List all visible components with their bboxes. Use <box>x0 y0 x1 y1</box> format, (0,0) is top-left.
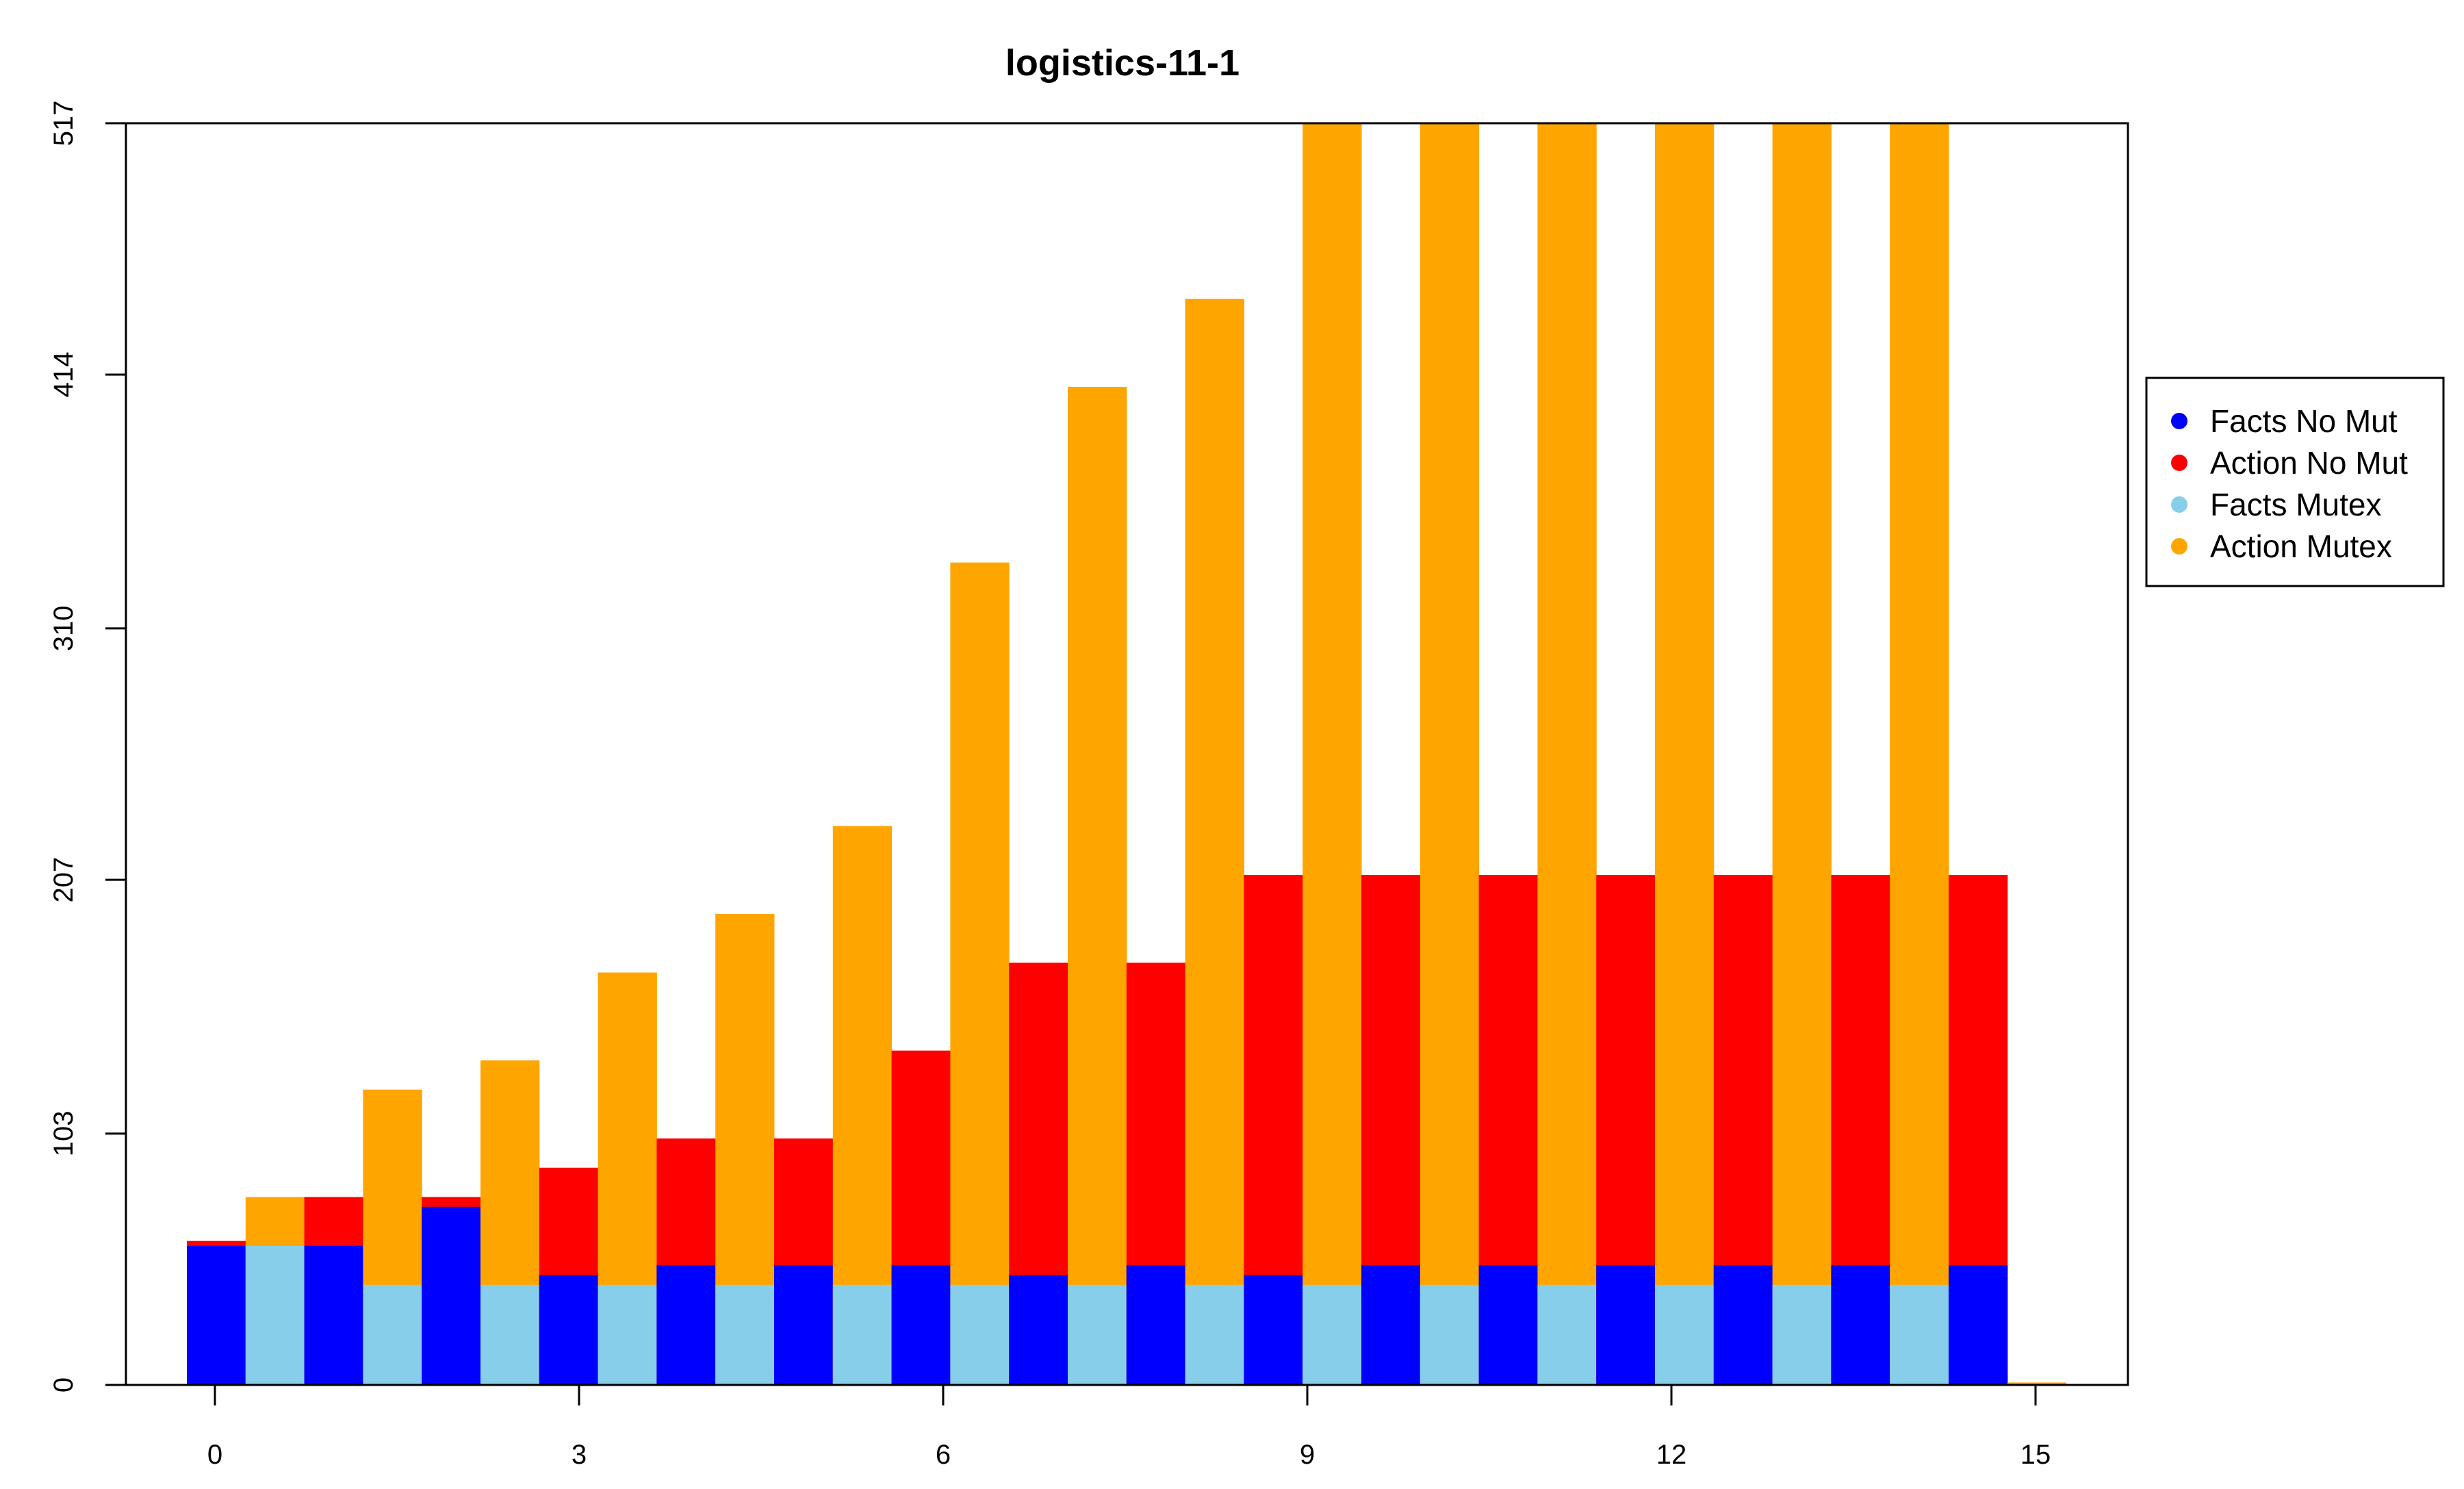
legend-label: Action No Mut <box>2210 445 2408 481</box>
legend-marker <box>2171 413 2187 429</box>
x-axis: 0 3 6 9 12 15 <box>207 1385 2051 1470</box>
y-tick-label: 517 <box>49 101 79 147</box>
bars-layer <box>187 123 2067 1385</box>
bar-mutex-action-8 <box>1185 298 1244 1385</box>
legend-box <box>2145 377 2445 587</box>
bar-no_mutex-facts-5 <box>774 1265 834 1385</box>
bar-mutex-facts-2 <box>480 1284 540 1385</box>
legend-marker <box>2171 538 2187 555</box>
y-axis: 0 103 207 310 414 517 <box>49 101 126 1392</box>
y-tick-label: 207 <box>49 857 79 903</box>
bar-mutex-facts-10 <box>1420 1284 1480 1385</box>
bar-mutex-facts-9 <box>1302 1284 1362 1385</box>
bar-mutex-facts-8 <box>1185 1284 1244 1385</box>
bar-no_mutex-facts-0 <box>187 1245 246 1385</box>
bar-no_mutex-facts-1 <box>304 1245 363 1385</box>
bar-no_mutex-facts-2 <box>422 1206 481 1385</box>
x-tick-label: 0 <box>207 1440 222 1470</box>
legend-label: Facts No Mut <box>2210 403 2398 439</box>
bar-mutex-action-6 <box>950 562 1010 1385</box>
legend-label: Action Mutex <box>2210 529 2392 564</box>
x-tick-label: 15 <box>2020 1440 2051 1470</box>
bar-mutex-facts-6 <box>950 1284 1010 1385</box>
bar-mutex-action-9 <box>1302 123 1362 1385</box>
bar-mutex-facts-5 <box>832 1284 893 1385</box>
bar-mutex-action-14 <box>1890 123 1949 1385</box>
bar-no_mutex-facts-11 <box>1478 1265 1538 1385</box>
bar-mutex-action-12 <box>1655 123 1715 1385</box>
bar-mutex-facts-3 <box>598 1284 657 1385</box>
bar-no_mutex-facts-8 <box>1126 1265 1186 1385</box>
bar-mutex-action-10 <box>1420 123 1480 1385</box>
bar-mutex-facts-0 <box>245 1245 305 1385</box>
y-tick-label: 0 <box>49 1377 79 1392</box>
bar-mutex-facts-1 <box>363 1284 422 1385</box>
bar-no_mutex-facts-9 <box>1244 1275 1303 1385</box>
y-tick-label: 103 <box>49 1110 79 1156</box>
bar-no_mutex-facts-4 <box>656 1265 716 1385</box>
bar-mutex-action-15 <box>2007 1382 2067 1385</box>
bar-no_mutex-facts-6 <box>891 1265 951 1385</box>
bar-no_mutex-facts-3 <box>539 1275 599 1385</box>
bar-mutex-facts-4 <box>715 1284 775 1385</box>
bar-mutex-facts-12 <box>1655 1284 1715 1385</box>
bar-no_mutex-facts-10 <box>1361 1265 1421 1385</box>
legend-label: Facts Mutex <box>2210 487 2382 522</box>
x-tick-label: 6 <box>936 1440 951 1470</box>
bar-mutex-facts-11 <box>1537 1284 1597 1385</box>
x-tick-label: 9 <box>1300 1440 1315 1470</box>
bar-no_mutex-facts-7 <box>1009 1275 1068 1385</box>
legend: Facts No Mut Action No Mut Facts Mutex Acti… <box>2145 377 2445 587</box>
bar-mutex-facts-13 <box>1772 1284 1832 1385</box>
chart-title: logistics-11-1 <box>1005 42 1240 84</box>
x-tick-label: 12 <box>1656 1440 1687 1470</box>
bar-no_mutex-facts-13 <box>1713 1265 1773 1385</box>
plot-frame <box>125 122 2129 1386</box>
bar-mutex-facts-7 <box>1068 1284 1127 1385</box>
legend-marker <box>2171 496 2187 513</box>
bar-mutex-action-13 <box>1772 123 1832 1385</box>
bar-no_mutex-facts-14 <box>1831 1265 1890 1385</box>
bar-mutex-action-11 <box>1537 123 1597 1385</box>
bar-mutex-action-7 <box>1068 386 1127 1385</box>
bar-no_mutex-facts-15 <box>1949 1265 2008 1385</box>
bar-mutex-facts-14 <box>1890 1284 1949 1385</box>
y-tick-label: 414 <box>49 352 79 398</box>
legend-marker <box>2171 455 2187 471</box>
y-tick-label: 310 <box>49 606 79 652</box>
x-tick-label: 3 <box>572 1440 587 1470</box>
bar-no_mutex-facts-12 <box>1596 1265 1656 1385</box>
